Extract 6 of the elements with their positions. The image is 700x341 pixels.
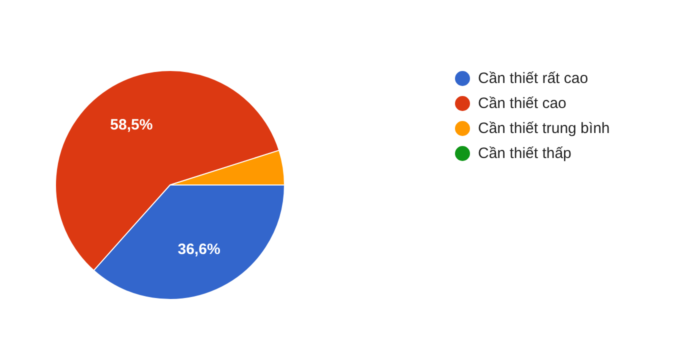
data-label: 36,6%	[178, 240, 220, 258]
legend-label: Cần thiết thấp	[478, 145, 572, 162]
legend-label: Cần thiết rất cao	[478, 70, 588, 87]
legend-label: Cần thiết cao	[478, 95, 566, 112]
legend-label: Cần thiết trung bình	[478, 120, 610, 137]
data-label: 58,5%	[110, 116, 153, 134]
